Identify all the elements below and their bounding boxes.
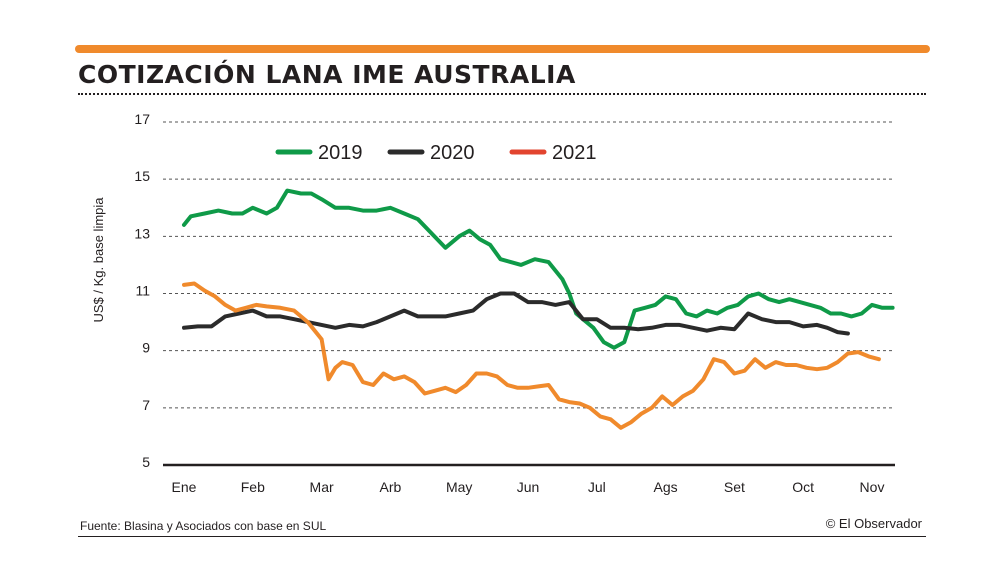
footer-divider [78, 536, 926, 537]
legend-label-2021: 2021 [552, 142, 597, 164]
legend: 2019 2020 2021 [275, 142, 597, 164]
series-lines [182, 188, 895, 430]
x-tick-label: May [446, 479, 472, 495]
x-tick-label: Ene [172, 479, 197, 495]
y-axis-label: US$ / Kg. base limpia [91, 197, 106, 323]
x-tick-label: Feb [241, 479, 265, 495]
y-tick-label: 17 [134, 111, 150, 127]
credit: © El Observador [825, 516, 922, 531]
series-line-2021 [182, 281, 881, 430]
y-tick-label: 13 [134, 225, 150, 241]
source-note: Fuente: Blasina y Asociados con base en … [80, 519, 327, 533]
gridlines [163, 121, 895, 467]
x-tick-label: Arb [380, 479, 402, 495]
series-line-2020 [182, 291, 850, 336]
y-tick-label: 11 [135, 283, 150, 299]
x-tick-label: Jul [588, 479, 606, 495]
x-tick-label: Ags [654, 479, 678, 495]
x-axis-ticks: Ene Feb Mar Arb May Jun Jul Ags Set Oct Nov [172, 479, 885, 495]
x-tick-label: Set [724, 479, 745, 495]
y-axis-ticks: 5 7 9 11 13 15 17 [134, 111, 150, 470]
x-tick-label: Mar [310, 479, 334, 495]
x-tick-label: Nov [860, 479, 885, 495]
y-tick-label: 7 [142, 397, 150, 413]
legend-label-2019: 2019 [318, 142, 363, 164]
y-tick-label: 15 [134, 168, 150, 184]
x-tick-label: Oct [792, 479, 814, 495]
chart-title: COTIZACIÓN LANA IME AUSTRALIA [78, 60, 576, 89]
y-tick-label: 9 [142, 340, 150, 356]
x-tick-label: Jun [517, 479, 540, 495]
legend-label-2020: 2020 [430, 142, 475, 164]
y-tick-label: 5 [142, 454, 150, 470]
title-divider [78, 93, 926, 95]
series-line-2019 [182, 188, 895, 350]
accent-bar [75, 45, 930, 53]
